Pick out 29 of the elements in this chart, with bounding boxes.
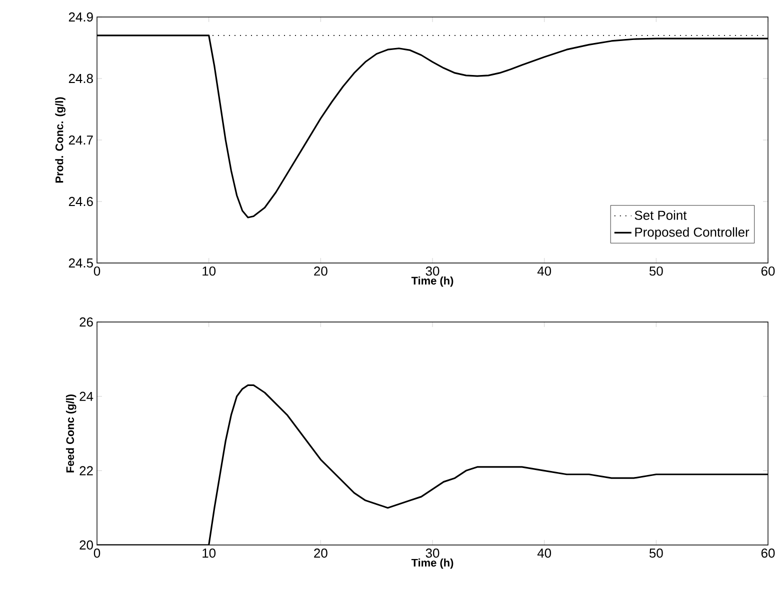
x-tick-label: 10 (202, 266, 216, 276)
legend-label: Proposed Controller (635, 227, 750, 240)
x-tick-label: 20 (314, 548, 328, 558)
y-tick-label: 26 (80, 317, 93, 327)
x-tick-label: 30 (426, 266, 440, 276)
x-tick-label: 20 (314, 266, 328, 276)
x-tick-label: 50 (649, 266, 663, 276)
legend-label: Set Point (634, 210, 687, 220)
x-axis-title: Time (h) (411, 276, 454, 287)
y-tick-label: 22 (80, 466, 93, 476)
y-tick-label: 24.7 (68, 135, 93, 145)
y-tick-label: 24.8 (68, 74, 93, 84)
y-tick-label: 24 (80, 392, 94, 401)
x-tick-label: 40 (537, 266, 552, 276)
x-tick-label: 60 (761, 266, 775, 276)
x-tick-label: 0 (94, 266, 100, 276)
y-tick-label: 20 (80, 540, 93, 550)
x-tick-label: 10 (202, 548, 216, 558)
y-tick-label: 24.6 (68, 196, 93, 206)
x-tick-label: 60 (761, 548, 775, 558)
y-axis-title: Prod. Conc. (g/l) (55, 97, 66, 183)
x-tick-label: 0 (94, 548, 100, 558)
y-axis-title: Feed Conc (g/l) (66, 394, 76, 472)
x-tick-label: 40 (537, 548, 552, 558)
x-tick-label: 30 (426, 548, 440, 558)
x-axis-title: Time (h) (411, 558, 454, 569)
y-tick-label: 24.9 (68, 12, 93, 22)
y-tick-label: 24.5 (68, 258, 93, 268)
x-tick-label: 50 (649, 548, 663, 558)
